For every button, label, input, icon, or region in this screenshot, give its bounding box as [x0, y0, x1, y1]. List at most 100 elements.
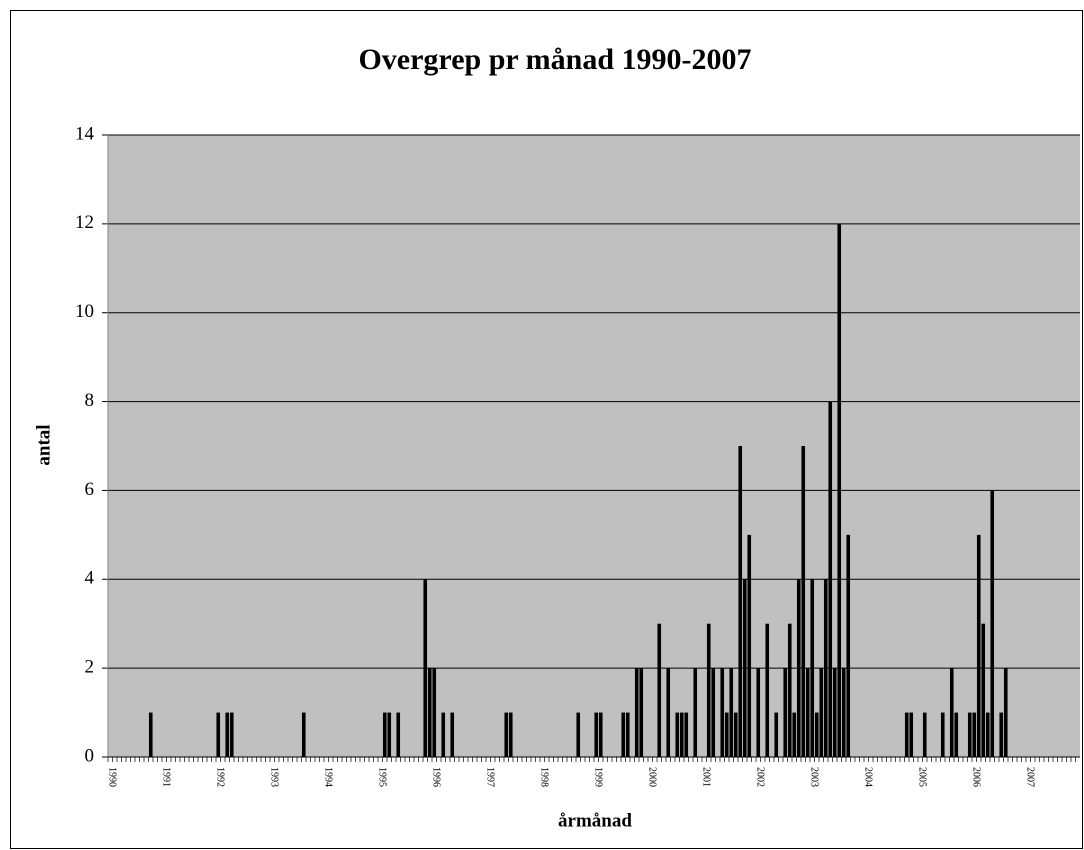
y-axis-title: antal [33, 424, 54, 465]
x-tick-label: 2007 [1025, 767, 1036, 787]
bar [432, 668, 437, 757]
bar [441, 712, 446, 757]
chart-title: Overgrep pr månad 1990-2007 [358, 43, 751, 76]
bar [742, 579, 747, 757]
bar [450, 712, 455, 757]
bar [823, 579, 828, 757]
bar [706, 623, 711, 757]
bar [711, 668, 716, 757]
bar [819, 668, 824, 757]
bar [810, 579, 815, 757]
bar [576, 712, 581, 757]
x-tick-label: 2001 [701, 767, 712, 787]
bar [387, 712, 392, 757]
bar [594, 712, 599, 757]
bar [504, 712, 509, 757]
x-tick-label: 2006 [971, 767, 982, 787]
bar [792, 712, 797, 757]
y-tick-label: 0 [85, 745, 95, 766]
bar [922, 712, 927, 757]
bar [940, 712, 945, 757]
bar [832, 668, 837, 757]
bar [229, 712, 234, 757]
bar [765, 623, 770, 757]
bar [225, 712, 230, 757]
bar [427, 668, 432, 757]
x-tick-label: 2002 [755, 767, 766, 787]
bar [724, 712, 729, 757]
bar [720, 668, 725, 757]
bar [837, 223, 842, 757]
bar [972, 712, 977, 757]
plot-area [108, 135, 1080, 757]
x-tick-label: 1993 [269, 767, 280, 787]
y-tick-label: 6 [85, 479, 95, 500]
bar [639, 668, 644, 757]
bar [756, 668, 761, 757]
bar [828, 401, 833, 757]
bar [621, 712, 626, 757]
bar [675, 712, 680, 757]
bar [846, 534, 851, 757]
bar [949, 668, 954, 757]
bar [774, 712, 779, 757]
bar [954, 712, 959, 757]
bar [985, 712, 990, 757]
bar [841, 668, 846, 757]
bar [990, 490, 995, 757]
bar [598, 712, 603, 757]
bar [729, 668, 734, 757]
bar [967, 712, 972, 757]
bar [909, 712, 914, 757]
bar [783, 668, 788, 757]
bar [634, 668, 639, 757]
x-tick-label: 1990 [107, 767, 118, 787]
x-tick-label: 2005 [917, 767, 928, 787]
y-tick-label: 10 [75, 301, 94, 322]
bar [796, 579, 801, 757]
bar [666, 668, 671, 757]
bar [1003, 668, 1008, 757]
bar [423, 579, 428, 757]
x-tick-label: 1994 [323, 767, 334, 787]
bar [679, 712, 684, 757]
bar [904, 712, 909, 757]
bar [747, 534, 752, 757]
x-tick-label: 1992 [215, 767, 226, 787]
bar [657, 623, 662, 757]
bar [805, 668, 810, 757]
bar [999, 712, 1004, 757]
bar [508, 712, 513, 757]
bar [787, 623, 792, 757]
x-axis-title: årmånad [558, 810, 632, 831]
bar [382, 712, 387, 757]
y-tick-label: 2 [85, 657, 95, 678]
y-tick-label: 14 [75, 123, 95, 144]
x-tick-label: 1995 [377, 767, 388, 787]
bar [396, 712, 401, 757]
x-tick-label: 2003 [809, 767, 820, 787]
y-tick-label: 8 [85, 390, 95, 411]
x-tick-label: 1996 [431, 767, 442, 787]
bar [981, 623, 986, 757]
bar [148, 712, 153, 757]
bar [976, 534, 981, 757]
bar [814, 712, 819, 757]
x-tick-label: 1991 [161, 767, 172, 787]
bar [738, 446, 743, 757]
bar [801, 446, 806, 757]
x-tick-label: 1998 [539, 767, 550, 787]
bar [301, 712, 306, 757]
x-tick-label: 2000 [647, 767, 658, 787]
bar [733, 712, 738, 757]
bar [625, 712, 630, 757]
x-tick-label: 1999 [593, 767, 604, 787]
y-tick-label: 12 [75, 212, 94, 233]
x-tick-label: 1997 [485, 767, 496, 787]
x-tick-label: 2004 [863, 767, 874, 787]
bar [693, 668, 698, 757]
y-tick-label: 4 [85, 568, 95, 589]
bar [216, 712, 221, 757]
